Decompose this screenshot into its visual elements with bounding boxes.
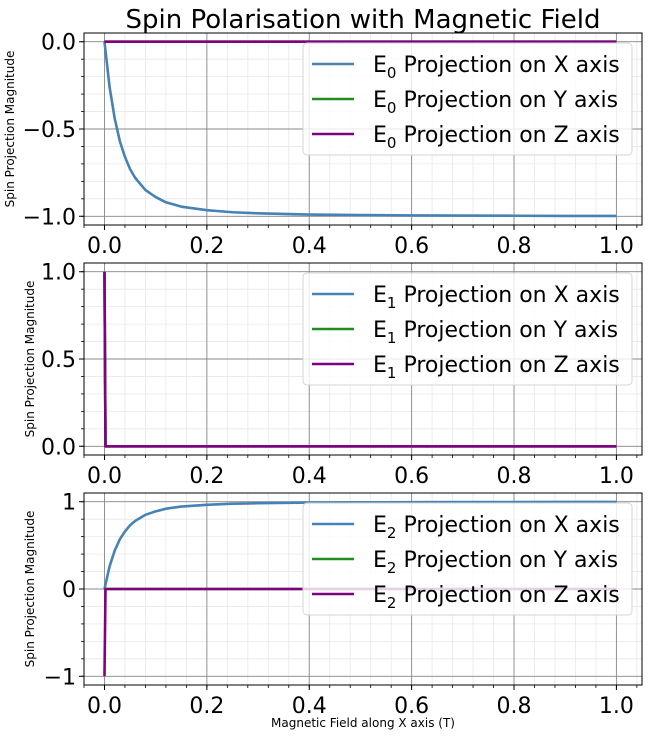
legend-label-1: E0 Projection on Y axis (373, 88, 618, 117)
y-tick-label: 0.5 (41, 348, 76, 373)
legend-label-subscript: 2 (387, 524, 397, 542)
x-tick-label: 0.4 (292, 234, 327, 259)
legend-label-text: Projection on Y axis (396, 88, 618, 113)
x-tick-label: 0.4 (292, 694, 327, 719)
y-axis-label: Spin Projection Magnitude (3, 51, 17, 208)
legend-label-text: Projection on Y axis (396, 548, 618, 573)
legend-label-subscript: 0 (387, 134, 397, 152)
legend-label-0: E0 Projection on X axis (373, 53, 620, 82)
y-tick-label: −1.0 (23, 205, 76, 230)
legend-label-subscript: 1 (387, 329, 397, 347)
legend-label-2: E2 Projection on Z axis (373, 583, 620, 612)
subplot-0: 0.0 0.2 0.4 0.6 0.8 1.0 −1.0 −0.5 0.0 Spin Projec… (3, 31, 643, 259)
legend-label-0: E1 Projection on X axis (373, 283, 620, 312)
x-tick-label: 0.6 (394, 464, 429, 489)
series-line-0 (103, 41, 617, 218)
legend-label-text: Projection on Y axis (396, 318, 618, 343)
legend-label-base: E (373, 318, 387, 343)
legend-label-base: E (373, 53, 387, 78)
legend-label-text: Projection on X axis (396, 513, 619, 538)
x-tick-label: 0.0 (87, 464, 122, 489)
legend-label-base: E (373, 88, 387, 113)
legend-label-subscript: 1 (387, 364, 397, 382)
y-axis-label: Spin Projection Magnitude (23, 281, 37, 438)
series-line-2 (103, 271, 617, 448)
x-tick-label: 0.6 (394, 694, 429, 719)
legend-frame (302, 42, 633, 156)
x-tick-label: 0.8 (497, 694, 532, 719)
legend-label-subscript: 1 (387, 294, 397, 312)
legend-label-1: E2 Projection on Y axis (373, 548, 618, 577)
x-tick-label: 0.2 (189, 694, 224, 719)
x-axis-label: Magnetic Field along X axis (T) (271, 716, 455, 730)
legend-label-base: E (373, 353, 387, 378)
y-tick-label: 1 (62, 491, 76, 516)
series-line-0 (103, 500, 617, 590)
x-tick-label: 1.0 (599, 464, 634, 489)
chart-title: Spin Polarisation with Magnetic Field (125, 5, 600, 35)
legend-frame (302, 272, 633, 386)
y-tick-label: 0.0 (41, 435, 76, 460)
legend-label-text: Projection on X axis (396, 53, 619, 78)
legend-label-text: Projection on Z axis (396, 123, 619, 148)
legend-label-base: E (373, 283, 387, 308)
x-tick-label: 0.8 (497, 464, 532, 489)
x-tick-label: 0.6 (394, 234, 429, 259)
legend-label-2: E1 Projection on Z axis (373, 353, 620, 382)
legend-label-base: E (373, 123, 387, 148)
subplot-2: 0.0 0.2 0.4 0.6 0.8 1.0 −1 0 1 Spin Projection Ma… (23, 491, 643, 719)
legend-label-subscript: 2 (387, 594, 397, 612)
x-tick-label: 0.0 (87, 234, 122, 259)
y-tick-label: −1 (44, 665, 76, 690)
y-tick-label: 0.0 (41, 31, 76, 56)
legend-label-base: E (373, 513, 387, 538)
legend-label-base: E (373, 548, 387, 573)
y-tick-label: 0 (62, 578, 76, 603)
y-tick-label: −0.5 (23, 118, 76, 143)
x-tick-label: 0.4 (292, 464, 327, 489)
legend-label-subscript: 2 (387, 559, 397, 577)
y-tick-label: 1.0 (41, 261, 76, 286)
legend-label-base: E (373, 583, 387, 608)
legend-label-2: E0 Projection on Z axis (373, 123, 620, 152)
legend-label-text: Projection on Z axis (396, 353, 619, 378)
legend-label-text: Projection on Z axis (396, 583, 619, 608)
legend-label-subscript: 0 (387, 64, 397, 82)
x-tick-label: 1.0 (599, 694, 634, 719)
legend-frame (302, 502, 633, 616)
x-tick-label: 0.2 (189, 234, 224, 259)
legend-label-text: Projection on X axis (396, 283, 619, 308)
x-tick-label: 0.0 (87, 694, 122, 719)
x-tick-label: 1.0 (599, 234, 634, 259)
subplot-1: 0.0 0.2 0.4 0.6 0.8 1.0 0.0 0.5 1.0 Spin Projecti… (23, 261, 643, 489)
y-axis-label: Spin Projection Magnitude (23, 511, 37, 668)
legend-label-1: E1 Projection on Y axis (373, 318, 618, 347)
x-tick-label: 0.2 (189, 464, 224, 489)
x-tick-label: 0.8 (497, 234, 532, 259)
legend-label-subscript: 0 (387, 99, 397, 117)
legend-label-0: E2 Projection on X axis (373, 513, 620, 542)
